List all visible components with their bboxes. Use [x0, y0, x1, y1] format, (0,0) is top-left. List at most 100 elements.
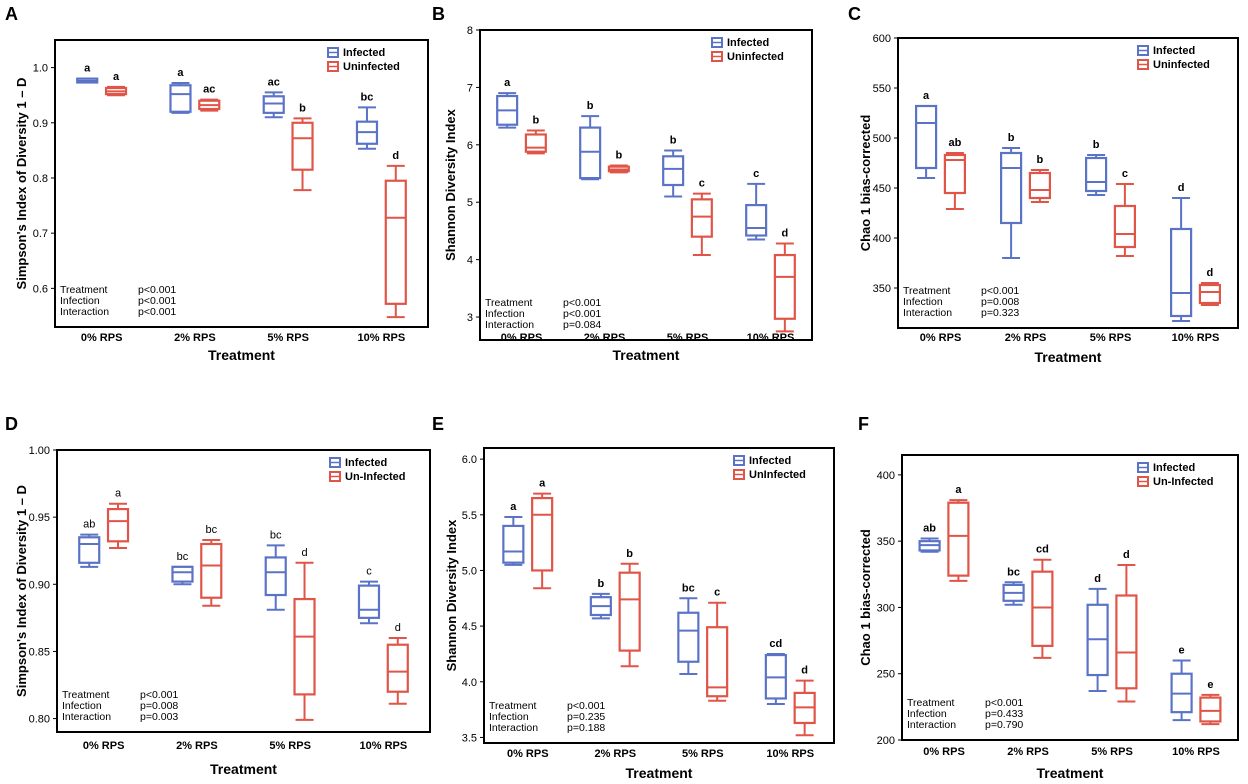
stats-p-value: p<0.001: [563, 297, 601, 309]
stats-p-value: p=0.235: [567, 711, 605, 723]
panel-f: F 200 250 300 350 400 Chao 1 bias-corrected Tre…: [858, 414, 1239, 781]
stats-term: Treatment: [489, 700, 537, 712]
category-label: 10% RPS: [358, 332, 406, 344]
category-label: 2% RPS: [584, 332, 626, 344]
box-iqr: [999, 151, 1023, 225]
category-label: 0% RPS: [501, 332, 543, 344]
box-iqr: [384, 179, 407, 305]
box-uninfected: a: [106, 488, 130, 550]
significance-letter: d: [301, 547, 307, 559]
panel-letter: C: [848, 4, 861, 24]
significance-letter: a: [923, 90, 930, 102]
significance-letter: a: [115, 488, 122, 500]
significance-letter: d: [781, 228, 788, 240]
x-axis-title: Treatment: [613, 347, 680, 363]
box-uninfected: b: [607, 149, 630, 174]
significance-letter: bc: [270, 529, 282, 541]
box-iqr: [291, 121, 314, 171]
box-uninfected: a: [104, 71, 128, 97]
x-axis-title: Treatment: [208, 347, 275, 363]
stats-term: Interaction: [485, 319, 534, 331]
significance-letter: b: [626, 548, 633, 560]
stats-p-value: p=0.084: [563, 319, 601, 331]
legend-label: Infected: [1153, 45, 1195, 57]
box-uninfected: bc: [200, 524, 223, 607]
y-tick-label: 0.6: [33, 283, 48, 295]
category-label: 10% RPS: [766, 748, 814, 760]
box-uninfected: d: [793, 665, 816, 737]
category-label: 5% RPS: [267, 332, 309, 344]
box-infected: d: [1086, 573, 1109, 692]
box-iqr: [502, 524, 525, 564]
stats-term: Infection: [903, 296, 943, 308]
category-label: 2% RPS: [1007, 746, 1049, 758]
significance-letter: ac: [268, 76, 280, 88]
box-iqr: [1115, 594, 1138, 690]
y-tick-label: 4.5: [462, 621, 477, 633]
category-label: 10% RPS: [1172, 746, 1220, 758]
panel-letter: D: [5, 414, 18, 434]
box-uninfected: ab: [943, 137, 967, 210]
plot-frame: [901, 454, 1239, 741]
category-label: 0% RPS: [507, 748, 549, 760]
box-iqr: [662, 155, 685, 187]
box-iqr: [106, 507, 130, 543]
box-iqr: [579, 126, 602, 180]
significance-letter: a: [955, 484, 962, 496]
y-tick-label: 6.0: [462, 454, 477, 466]
plot-frame: [56, 449, 431, 733]
significance-letter: ab: [923, 523, 936, 535]
category-label: 2% RPS: [174, 332, 216, 344]
category-label: 2% RPS: [594, 748, 636, 760]
significance-letter: a: [177, 67, 184, 79]
box-iqr: [531, 496, 554, 572]
significance-letter: c: [1122, 168, 1128, 180]
y-axis-title: Shannon Diversity Index: [443, 108, 458, 260]
box-infected: c: [745, 168, 768, 241]
box-uninfected: cd: [1031, 544, 1054, 659]
significance-letter: bc: [177, 551, 189, 563]
stats-term: Interaction: [60, 306, 109, 318]
box-infected: a: [76, 63, 99, 84]
significance-letter: c: [699, 178, 705, 190]
y-tick-label: 0.95: [29, 512, 50, 524]
y-axis-title: Simpson's Index of Diversity 1 – D: [14, 78, 29, 290]
y-tick-label: 5.5: [462, 510, 477, 522]
box-uninfected: ac: [198, 84, 221, 112]
box-iqr: [1084, 156, 1108, 193]
y-tick-label: 0.90: [29, 579, 50, 591]
significance-letter: a: [84, 63, 91, 75]
box-infected: bc: [171, 551, 194, 586]
y-tick-label: 250: [877, 669, 895, 681]
significance-letter: bc: [1007, 566, 1020, 578]
box-uninfected: e: [1199, 679, 1222, 726]
box-uninfected: b: [291, 102, 314, 192]
significance-letter: b: [1093, 139, 1100, 151]
legend-label: Infected: [343, 47, 385, 59]
stats-term: Treatment: [485, 297, 533, 309]
stats-term: Treatment: [907, 697, 955, 709]
box-iqr: [524, 133, 547, 153]
box-uninfected: d: [293, 547, 316, 721]
significance-letter: a: [113, 71, 120, 83]
box-infected: c: [357, 566, 381, 625]
category-label: 0% RPS: [81, 332, 123, 344]
y-tick-label: 450: [873, 183, 891, 195]
category-label: 10% RPS: [360, 740, 408, 752]
plot-frame: [54, 39, 429, 328]
box-uninfected: b: [524, 114, 547, 155]
stats-p-value: p=0.790: [985, 719, 1023, 731]
box-iqr: [1198, 283, 1222, 305]
plot-frame: [897, 37, 1239, 329]
significance-letter: d: [1207, 267, 1214, 279]
significance-letter: c: [714, 587, 720, 599]
box-iqr: [943, 153, 967, 195]
legend-label: Infected: [749, 455, 791, 467]
y-axis-title: Shannon Diversity Index: [444, 519, 459, 671]
y-tick-label: 0.7: [33, 228, 48, 240]
stats-term: Treatment: [903, 285, 951, 297]
panel-b: B 3 4 5 6 7 8 Shannon Diversity Index Treatment 0…: [432, 4, 813, 363]
y-axis-title: Chao 1 bias-corrected: [858, 115, 873, 252]
category-label: 5% RPS: [1091, 746, 1133, 758]
